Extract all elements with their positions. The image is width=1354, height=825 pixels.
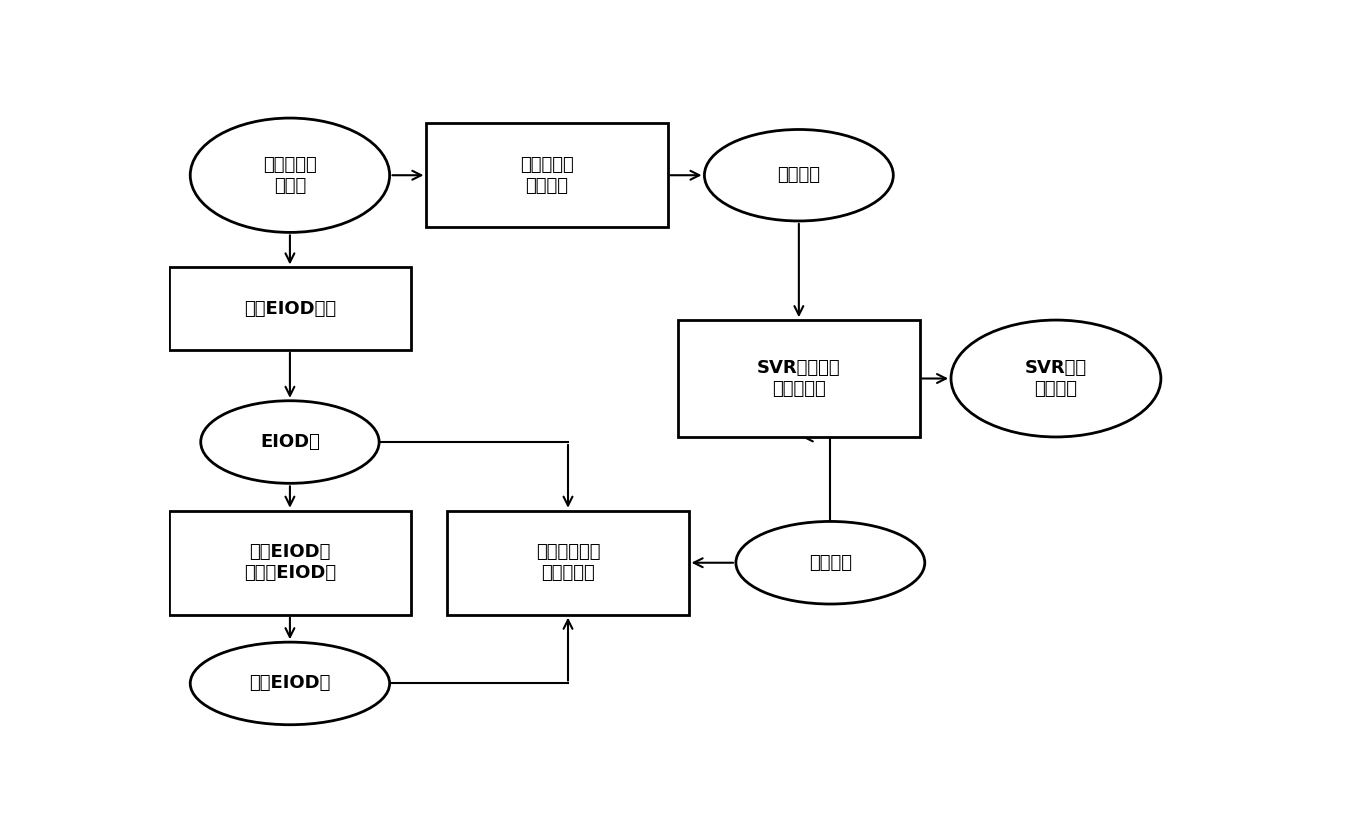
Text: 校正系数: 校正系数: [808, 554, 852, 572]
Bar: [427, 123, 668, 228]
Bar: [169, 267, 410, 350]
Ellipse shape: [190, 642, 390, 724]
Bar: [678, 320, 919, 437]
Text: 细胞核特征
参数计算: 细胞核特征 参数计算: [520, 156, 574, 195]
Text: 计算EIOD密度: 计算EIOD密度: [244, 299, 336, 318]
Text: 统计EIOD值
求标准EIOD值: 统计EIOD值 求标准EIOD值: [244, 544, 336, 582]
Ellipse shape: [190, 118, 390, 233]
Ellipse shape: [951, 320, 1160, 437]
Text: SVR回归
重建模型: SVR回归 重建模型: [1025, 359, 1087, 398]
Bar: [169, 511, 410, 615]
Text: 标准EIOD值: 标准EIOD值: [249, 674, 330, 692]
Ellipse shape: [737, 521, 925, 604]
Ellipse shape: [704, 130, 894, 221]
Ellipse shape: [200, 401, 379, 483]
Text: EIOD值: EIOD值: [260, 433, 320, 451]
Bar: [447, 511, 689, 615]
Text: SVR回归重建
模型训练器: SVR回归重建 模型训练器: [757, 359, 841, 398]
Text: 特征参数: 特征参数: [777, 166, 821, 184]
Text: 细胞核及其
掩码图: 细胞核及其 掩码图: [263, 156, 317, 195]
Text: 计算各细胞核
的校正系数: 计算各细胞核 的校正系数: [536, 544, 600, 582]
